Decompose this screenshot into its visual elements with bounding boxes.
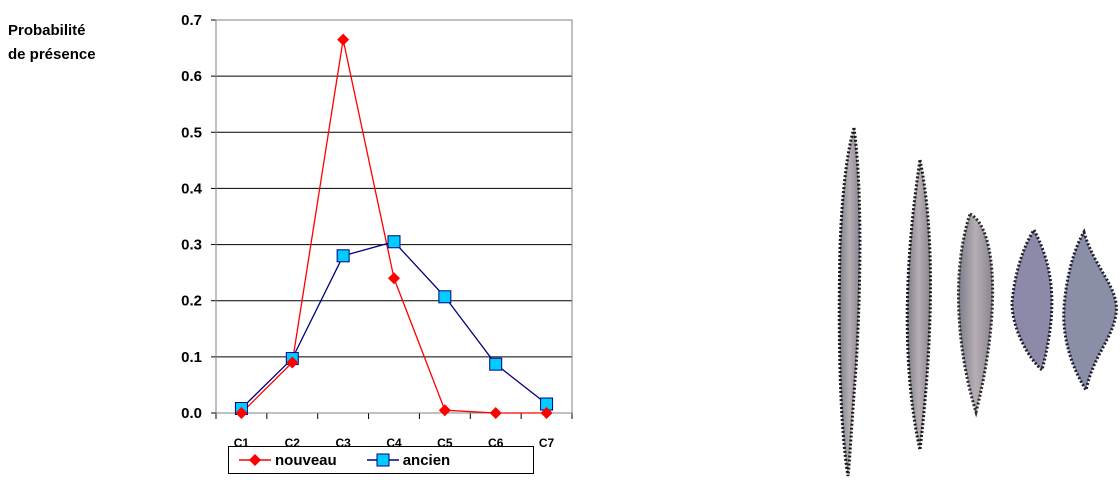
y-axis-label-line-2: de présence [8, 46, 96, 63]
diatom-cells-icon [837, 127, 1118, 477]
y-tick-label: 0.6 [181, 68, 202, 85]
diatom-1 [837, 127, 862, 477]
y-tick-label: 0.7 [181, 12, 202, 29]
square-marker-icon [366, 453, 399, 467]
series [234, 33, 554, 419]
point-nouveau-c2 [286, 356, 299, 369]
y-tick-label: 0.0 [181, 405, 202, 422]
diatom-2 [905, 159, 932, 451]
point-ancien-c3 [336, 249, 350, 263]
y-tick-labels: 0.0 0.1 0.2 0.3 0.4 0.5 0.6 0.7 [181, 12, 203, 422]
point-ancien-c4 [387, 235, 401, 249]
point-ancien-c6 [489, 357, 503, 371]
legend-item-nouveau: nouveau [237, 452, 337, 469]
y-tick-label: 0.5 [181, 124, 202, 141]
point-nouveau-c7 [540, 407, 553, 419]
legend: nouveau ancien [228, 446, 534, 474]
legend-item-ancien: ancien [365, 451, 451, 469]
point-nouveau-c4 [388, 272, 400, 285]
y-tick-label: 0.1 [181, 349, 202, 366]
legend-label-nouveau: nouveau [275, 451, 337, 469]
y-axis-label-line-1: Probabilité [8, 22, 86, 39]
point-ancien-c5 [438, 290, 452, 304]
diatom-5 [1062, 228, 1118, 394]
point-nouveau-c3 [337, 33, 350, 46]
diatom-4 [1010, 227, 1054, 373]
point-nouveau-c1 [235, 407, 248, 419]
diamond-marker-icon [239, 454, 271, 466]
y-tick-label: 0.2 [181, 293, 202, 310]
grid [211, 19, 573, 419]
legend-label-ancien: ancien [402, 451, 451, 469]
y-tick-label: 0.4 [181, 180, 203, 197]
diatom-3 [957, 211, 995, 418]
x-tick-label-c7: C7 [539, 436, 555, 450]
y-tick-label: 0.3 [181, 237, 202, 254]
point-nouveau-c5 [438, 404, 451, 417]
series-line-ancien [240, 241, 547, 409]
plot-frame [215, 19, 573, 414]
point-nouveau-c6 [489, 407, 502, 419]
